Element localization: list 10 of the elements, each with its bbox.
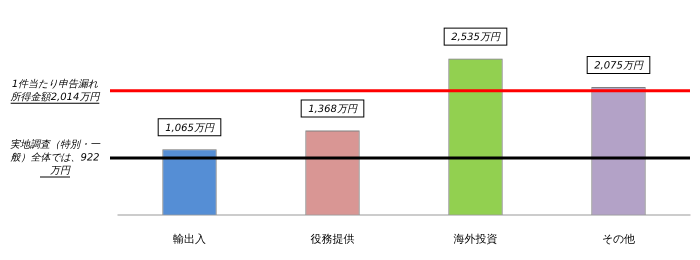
- data-label: 2,535万円: [451, 32, 501, 44]
- ref-line-label: 1件当たり申告漏れ所得金額2,014万円: [10, 78, 100, 103]
- data-label: 1,368万円: [308, 104, 358, 116]
- x-tick-label: その他: [602, 232, 635, 246]
- x-tick-label: 海外投資: [454, 232, 498, 246]
- x-tick-label: 輸出入: [173, 232, 206, 246]
- data-label: 2,075万円: [594, 60, 644, 72]
- x-tick-label: 役務提供: [310, 232, 354, 246]
- data-label: 1,065万円: [165, 122, 215, 134]
- ref-line-label: 実地調査（特別・一般）全体では、922 万円: [9, 138, 101, 177]
